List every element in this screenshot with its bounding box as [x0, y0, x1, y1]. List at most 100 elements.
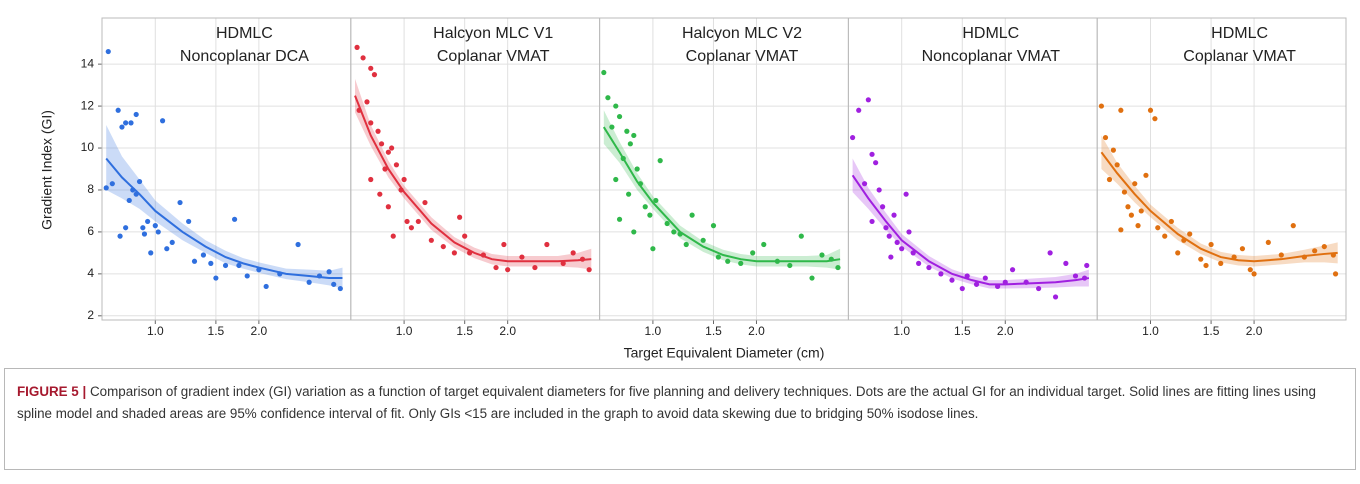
y-tick-label: 2	[87, 308, 94, 322]
point	[1152, 116, 1158, 122]
x-tick-label: 1.5	[954, 324, 971, 338]
x-tick-label: 2.0	[1246, 324, 1263, 338]
figure: Gradient Index (GI) Target Equivalent Di…	[39, 17, 1347, 361]
point	[316, 273, 323, 279]
point	[544, 241, 550, 248]
point	[631, 229, 637, 235]
x-tick-label: 1.0	[1142, 324, 1159, 338]
point	[671, 229, 677, 235]
fit-line	[851, 174, 1090, 286]
point	[1135, 223, 1141, 229]
point	[774, 258, 780, 264]
point	[903, 191, 909, 197]
point	[141, 231, 148, 237]
point	[164, 246, 170, 252]
point	[601, 69, 607, 76]
x-tick-label: 1.5	[456, 324, 473, 338]
point	[653, 197, 659, 204]
point	[637, 181, 644, 187]
point	[200, 252, 207, 258]
point	[856, 107, 862, 113]
point	[1265, 239, 1271, 246]
point	[683, 241, 689, 248]
point	[155, 229, 161, 235]
point	[916, 260, 922, 266]
y-tick-label: 10	[81, 140, 95, 154]
point	[244, 273, 250, 279]
panel-title: HDMLC	[1211, 25, 1268, 42]
y-tick-label: 8	[87, 182, 94, 196]
x-tick-label: 1.0	[396, 324, 413, 338]
point	[1301, 254, 1307, 260]
point	[128, 120, 134, 126]
point	[393, 162, 400, 168]
confidence-band	[355, 78, 592, 270]
point	[664, 220, 670, 227]
point	[133, 111, 139, 118]
point	[136, 178, 143, 185]
point	[1168, 218, 1174, 225]
point	[130, 187, 136, 193]
point	[354, 44, 360, 50]
point	[256, 267, 262, 273]
panel-title: HDMLC	[962, 25, 1019, 42]
point	[378, 141, 385, 147]
point	[186, 218, 192, 225]
point	[1118, 107, 1124, 113]
point	[609, 124, 615, 130]
point	[906, 229, 912, 235]
fit-line	[602, 126, 841, 263]
point	[560, 260, 566, 266]
point	[634, 166, 640, 172]
point	[1218, 260, 1224, 266]
point	[616, 113, 623, 120]
point	[750, 250, 756, 256]
point	[440, 243, 446, 250]
point	[798, 233, 804, 239]
confidence-band	[852, 158, 1089, 289]
point	[208, 260, 214, 266]
point	[1231, 254, 1237, 260]
point	[1332, 271, 1339, 277]
x-tick-label: 2.0	[499, 324, 516, 338]
point	[1023, 279, 1029, 285]
point	[277, 271, 283, 277]
point	[306, 279, 312, 285]
point	[123, 120, 129, 126]
point	[1125, 204, 1131, 210]
point	[1290, 223, 1296, 229]
point	[169, 239, 175, 246]
point	[428, 237, 434, 243]
point	[879, 204, 886, 210]
point	[613, 176, 619, 183]
point	[631, 132, 637, 139]
point	[126, 197, 132, 204]
point	[119, 124, 125, 130]
point	[869, 151, 875, 157]
point	[861, 181, 868, 187]
point	[109, 181, 115, 187]
point	[873, 160, 879, 166]
x-tick-label: 1.0	[893, 324, 910, 338]
point	[835, 264, 841, 271]
point	[295, 241, 301, 248]
point	[123, 225, 129, 231]
panel-title: Noncoplanar VMAT	[922, 48, 1061, 65]
x-tick-label: 2.0	[251, 324, 268, 338]
point	[222, 262, 229, 269]
point	[883, 225, 889, 231]
caption-label: FIGURE 5 |	[17, 384, 87, 399]
point	[949, 277, 955, 283]
point	[377, 191, 383, 197]
point	[115, 107, 121, 113]
point	[865, 97, 871, 103]
point	[1106, 176, 1113, 183]
point	[876, 187, 882, 193]
point	[398, 187, 404, 193]
fit-line	[1100, 151, 1338, 263]
point	[1036, 285, 1042, 292]
panel-title: Halcyon MLC V2	[682, 25, 802, 42]
point	[382, 166, 388, 172]
point	[408, 225, 414, 231]
x-tick-label: 1.5	[1203, 324, 1220, 338]
